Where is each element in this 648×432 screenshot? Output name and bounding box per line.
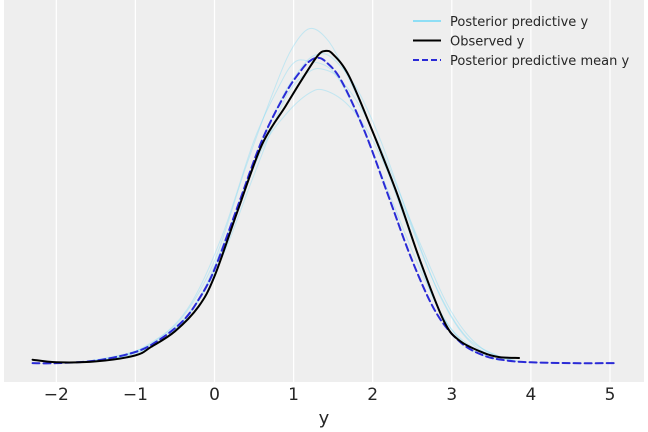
posterior-predictive-line-4	[71, 67, 524, 364]
x-tick-label-3: 1	[288, 385, 299, 405]
plot-area	[4, 0, 644, 382]
posterior-mean-line	[31, 56, 615, 365]
x-tick-label-6: 4	[525, 385, 536, 405]
x-tick-labels: −2 −1 0 1 2 3 4 5	[44, 385, 616, 405]
x-tick-label-4: 2	[367, 385, 378, 405]
series-group	[31, 27, 615, 365]
x-tick-label-2: 0	[209, 385, 220, 405]
legend-label-2: Posterior predictive mean y	[450, 54, 629, 69]
x-tick-label-1: −1	[123, 385, 148, 405]
legend: Posterior predictive y Observed y Posterio…	[413, 15, 629, 69]
legend-label-0: Posterior predictive y	[450, 15, 588, 30]
x-tick-label-7: 5	[605, 385, 616, 405]
x-tick-label-5: 3	[446, 385, 457, 405]
posterior-predictive-line-3	[79, 59, 492, 363]
legend-label-1: Observed y	[450, 35, 525, 50]
x-tick-label-0: −2	[44, 385, 69, 405]
grid-lines	[55, 0, 611, 382]
x-axis-label: y	[319, 408, 330, 429]
observed-line	[31, 49, 521, 364]
